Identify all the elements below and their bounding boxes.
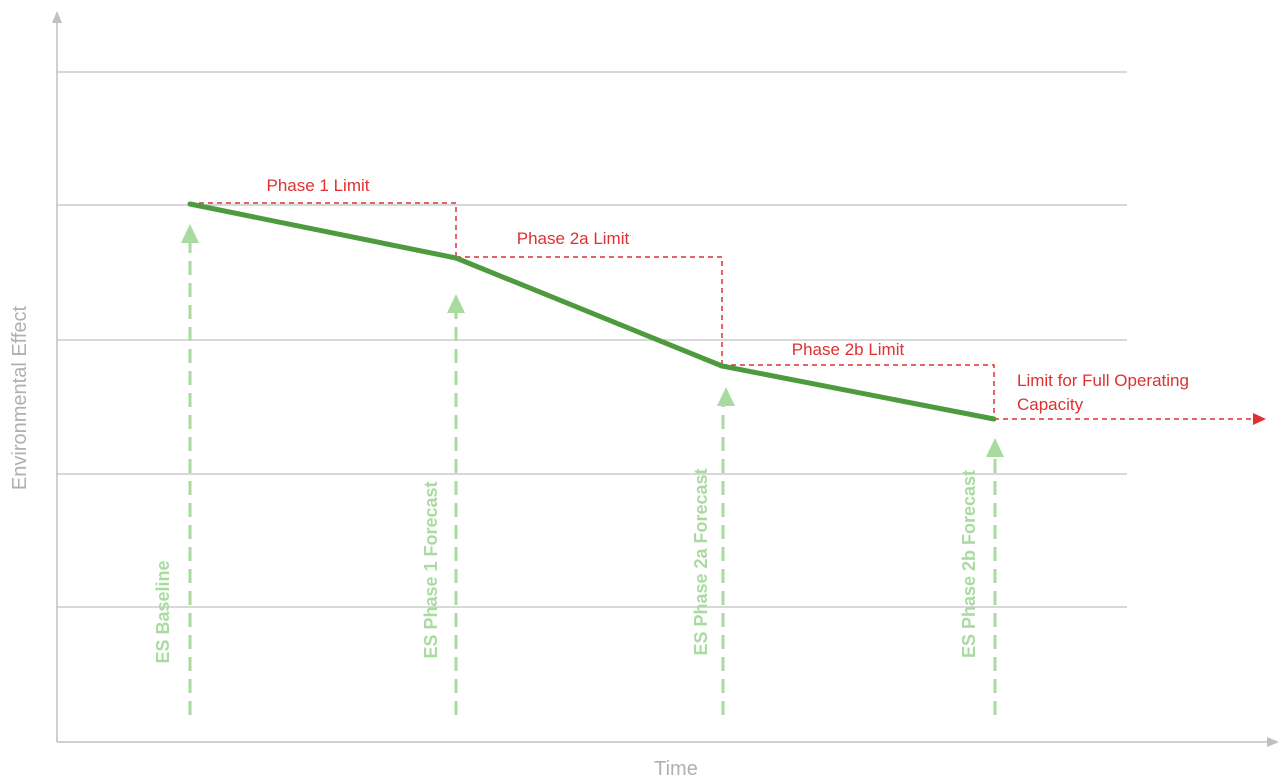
limit-step-phase-2a	[456, 256, 723, 365]
y-axis-title: Environmental Effect	[9, 305, 31, 490]
forecast-markers: ES Baseline ES Phase 1 Forecast ES Phase…	[153, 224, 1004, 715]
marker-label: ES Baseline	[153, 560, 173, 663]
limit-label-full-operating-line1: Limit for Full Operating	[1017, 371, 1189, 390]
marker-label: ES Phase 2a Forecast	[691, 468, 711, 655]
axes	[52, 11, 1279, 747]
limit-step-phase-2b	[722, 364, 995, 419]
marker-label: ES Phase 1 Forecast	[421, 481, 441, 658]
x-axis-arrowhead	[1267, 737, 1279, 747]
marker-arrowhead	[181, 224, 199, 243]
marker-label: ES Phase 2b Forecast	[959, 470, 979, 658]
gridlines	[57, 71, 1127, 608]
marker-phase-1-forecast: ES Phase 1 Forecast	[421, 294, 465, 715]
marker-phase-2b-forecast: ES Phase 2b Forecast	[959, 438, 1004, 715]
marker-phase-2a-forecast: ES Phase 2a Forecast	[691, 387, 735, 715]
marker-arrowhead	[447, 294, 465, 313]
limit-label-phase-2b: Phase 2b Limit	[792, 340, 905, 359]
limit-label-phase-2a: Phase 2a Limit	[517, 229, 630, 248]
y-axis-arrowhead	[52, 11, 62, 23]
x-axis-title: Time	[654, 758, 698, 778]
limit-step-phase-1	[190, 202, 457, 257]
marker-baseline: ES Baseline	[153, 224, 199, 715]
phase-limits	[190, 202, 1253, 420]
limit-full-operating-arrowhead	[1253, 413, 1266, 425]
marker-arrowhead	[717, 387, 735, 406]
marker-arrowhead	[986, 438, 1004, 457]
limit-label-full-operating-line2: Capacity	[1017, 395, 1084, 414]
limit-label-phase-1: Phase 1 Limit	[267, 176, 370, 195]
environmental-effect-trend-line	[187, 201, 997, 422]
